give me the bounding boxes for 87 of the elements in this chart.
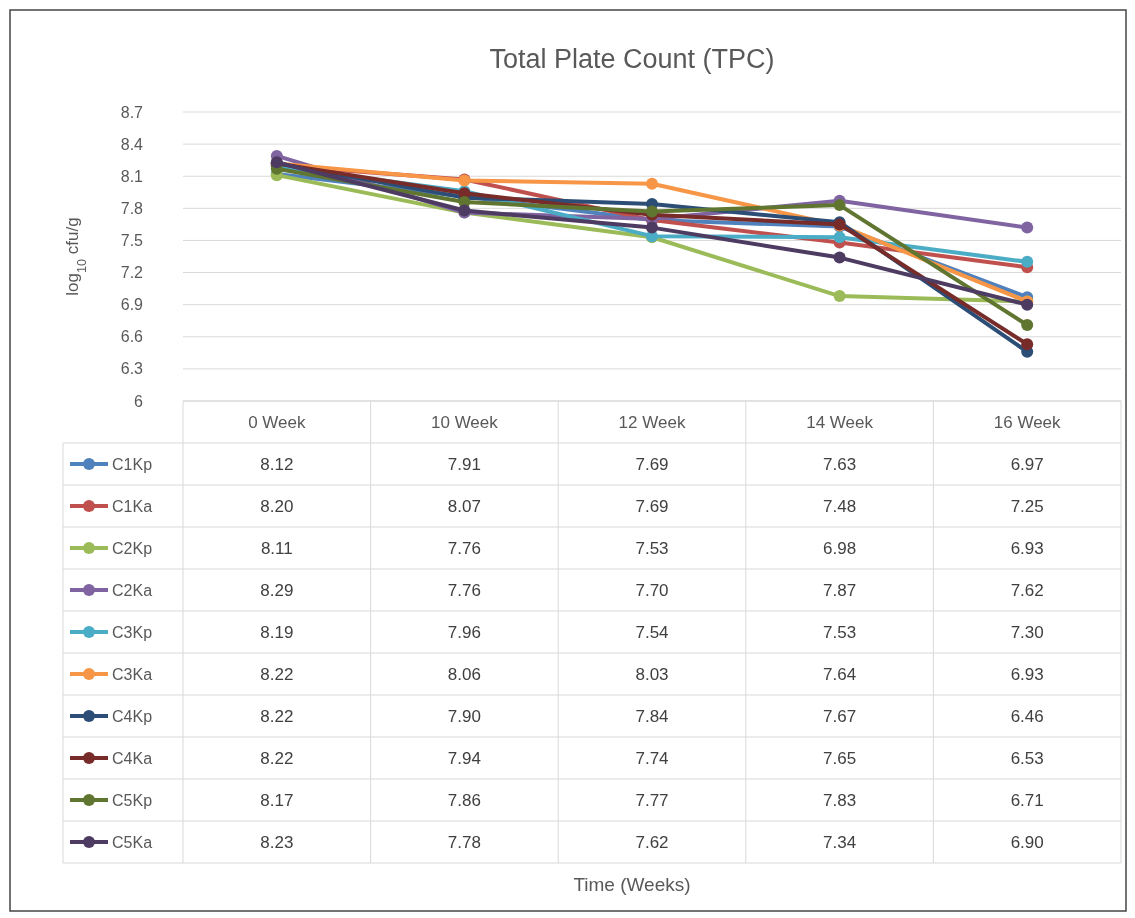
data-label: 7.76 (447, 580, 481, 600)
data-label: 6.46 (1010, 706, 1044, 726)
data-label: 7.83 (823, 790, 857, 810)
legend-label: C2Kp (112, 539, 153, 557)
point (1021, 221, 1034, 234)
data-label: 7.87 (823, 580, 857, 600)
data-label: 7.69 (635, 496, 669, 516)
y-tick-label: 6.9 (120, 296, 144, 314)
y-tick-label: 7.5 (120, 232, 144, 250)
data-label: 8.19 (260, 622, 294, 642)
text: Time (Weeks) (573, 874, 691, 895)
data-label: 8.07 (447, 496, 481, 516)
data-label: 7.86 (447, 790, 481, 810)
data-label: 7.78 (447, 832, 481, 852)
data-label: 7.70 (635, 580, 669, 600)
y-tick-label: 8.4 (120, 135, 144, 153)
x-tick-label: 0 Week (248, 412, 306, 432)
data-label: 6.93 (1010, 664, 1044, 684)
legend-label: C5Ka (112, 833, 153, 851)
data-label: 8.06 (447, 664, 481, 684)
data-label: 8.29 (260, 580, 294, 600)
y-tick-label: 8.1 (120, 167, 144, 185)
data-label: 7.62 (1010, 580, 1044, 600)
data-label: 6.98 (823, 538, 857, 558)
data-label: 7.65 (823, 748, 857, 768)
point (1021, 319, 1034, 331)
data-label: 7.94 (447, 748, 481, 768)
data-label: 7.74 (635, 748, 669, 768)
x-tick-label: 12 Week (618, 412, 686, 432)
x-tick-label: 10 Week (431, 412, 499, 432)
point (646, 177, 658, 190)
data-label: 7.96 (447, 622, 481, 642)
data-label: 7.48 (823, 496, 857, 516)
point (833, 251, 846, 264)
data-label: 7.69 (635, 454, 669, 474)
data-label: 8.12 (260, 454, 294, 474)
data-label: 7.30 (1010, 622, 1044, 642)
legend-label: C3Kp (112, 623, 153, 641)
data-label: 6.53 (1010, 748, 1044, 768)
y-tick-label: 8.7 (120, 103, 144, 121)
data-label: 7.91 (447, 454, 481, 474)
data-label: 8.11 (260, 538, 293, 558)
data-label: 8.23 (260, 832, 294, 852)
legend-label: C4Ka (112, 749, 153, 767)
data-label: 7.53 (635, 538, 669, 558)
x-tick-label: 14 Week (806, 412, 874, 432)
data-label: 8.22 (260, 664, 294, 684)
chart-title: Total Plate Count (TPC) (489, 44, 775, 74)
data-label: 7.62 (635, 832, 669, 852)
data-label: 7.25 (1010, 496, 1044, 516)
data-label: 7.54 (635, 622, 669, 642)
data-label: 8.03 (635, 664, 669, 684)
data-label: 6.90 (1010, 832, 1044, 852)
y-tick-label: 6.3 (120, 360, 144, 378)
point (646, 221, 658, 234)
legend-label: C2Ka (112, 581, 153, 599)
data-label: 7.63 (823, 454, 857, 474)
legend-label: C3Ka (112, 665, 153, 683)
point (1021, 338, 1034, 351)
point (833, 290, 846, 303)
point (833, 199, 846, 212)
data-label: 8.22 (260, 748, 294, 768)
data-label: 6.97 (1010, 454, 1044, 474)
legend-label: C1Ka (112, 497, 153, 515)
data-label: 8.17 (260, 790, 294, 810)
legend-label: C4Kp (112, 707, 153, 725)
data-label: 6.93 (1010, 538, 1044, 558)
data-label: 7.77 (635, 790, 669, 810)
y-tick-label: 7.2 (120, 264, 144, 282)
data-label: 7.64 (823, 664, 857, 684)
y-tick-label: 7.8 (120, 199, 144, 217)
data-label: 7.67 (823, 706, 857, 726)
data-label: 7.76 (447, 538, 481, 558)
data-label: 7.53 (823, 622, 857, 642)
data-label: 7.90 (447, 706, 481, 726)
y-tick-label: 6 (134, 392, 144, 410)
legend-label: C1Kp (112, 455, 153, 473)
point (833, 231, 846, 244)
data-label: 6.71 (1010, 790, 1044, 810)
point (1021, 255, 1034, 268)
data-label: 8.22 (260, 706, 294, 726)
data-label: 7.34 (823, 832, 857, 852)
data-label: 7.84 (635, 706, 669, 726)
x-tick-label: 16 Week (993, 412, 1062, 432)
y-tick-label: 6.6 (120, 328, 144, 346)
data-label: 8.20 (260, 496, 294, 516)
legend-label: C5Kp (112, 791, 153, 809)
